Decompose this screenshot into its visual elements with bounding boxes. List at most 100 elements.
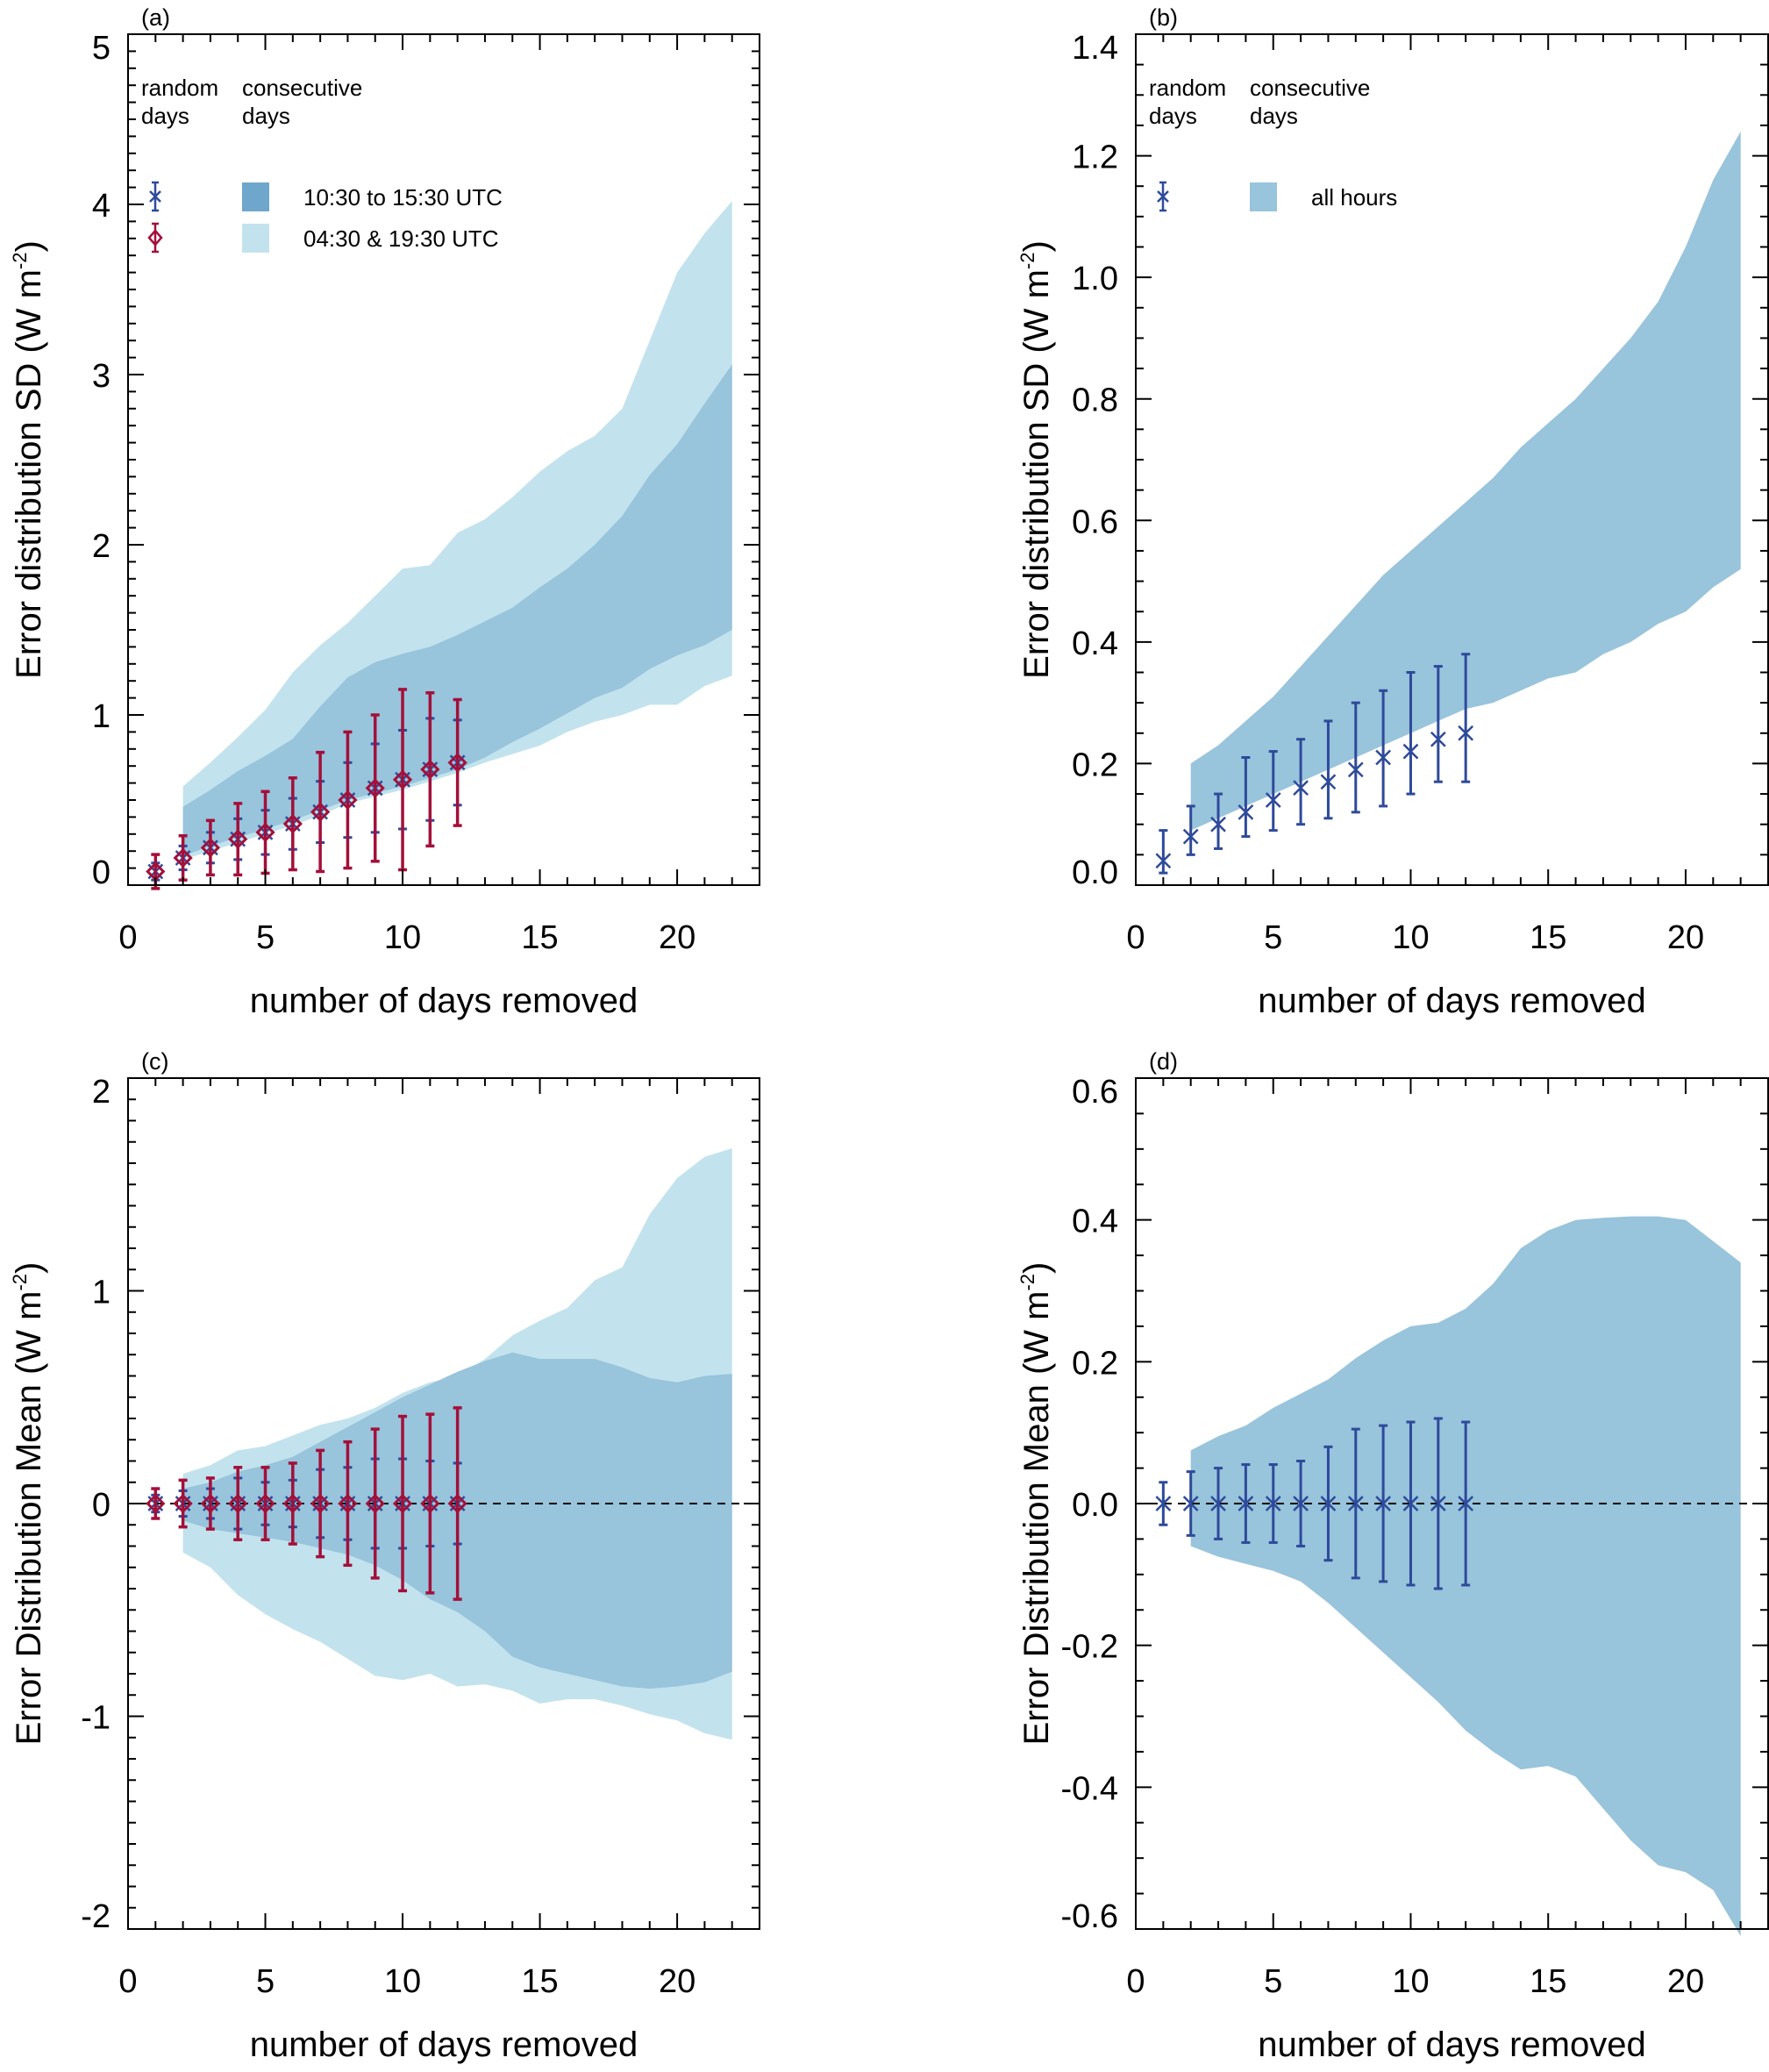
data-point: [1402, 671, 1419, 796]
panel-label: (d): [1149, 1048, 1178, 1075]
y-axis-title-text: Error Distribution Mean (W m: [1017, 1291, 1056, 1746]
x-tick-label: 20: [659, 919, 695, 956]
diamond-marker: [173, 1493, 193, 1514]
data-point: [447, 1406, 467, 1601]
asterisk-marker: [1430, 1496, 1446, 1511]
legend-consecutive-title: days: [242, 103, 290, 129]
data-point: [228, 1466, 248, 1541]
y-tick-label: 0.6: [1072, 1074, 1118, 1111]
y-tick-label: 0.2: [1072, 1345, 1118, 1382]
data-point: [1402, 1420, 1419, 1587]
x-tick-label: 5: [256, 1963, 275, 2000]
diamond-marker: [338, 790, 358, 811]
y-tick-label: 0.4: [1072, 1204, 1118, 1240]
asterisk-marker: [1182, 828, 1199, 845]
asterisk-marker: [1155, 853, 1172, 869]
y-axis-title-superscript: -2: [9, 253, 31, 270]
legend-consecutive-title: consecutive: [1250, 75, 1370, 101]
y-axis-title-close: ): [10, 240, 48, 252]
legend-asterisk-icon: [149, 190, 161, 203]
x-tick-label: 15: [1530, 1963, 1566, 2000]
asterisk-marker: [1238, 804, 1254, 820]
data-point: [310, 750, 331, 874]
asterisk-marker: [1210, 816, 1226, 832]
data-point: [1265, 1463, 1281, 1544]
diamond-marker: [420, 759, 440, 780]
x-tick-label: 5: [1264, 1963, 1282, 2000]
x-tick-label: 15: [1530, 919, 1566, 956]
panel-label: (a): [141, 4, 170, 31]
data-point: [365, 713, 385, 863]
y-tick-label: 2: [92, 528, 111, 565]
panel-b: 0 5 10 15 20 0.0 0.2 0.4 0.6 0.8 1.0 1.2 1.4 number o…: [1016, 4, 1769, 1020]
panel-label: (c): [141, 1048, 168, 1075]
asterisk-marker: [1182, 1496, 1199, 1511]
data-point: [1347, 701, 1364, 814]
data-point: [1210, 792, 1226, 850]
diamond-marker: [392, 769, 413, 790]
data-point: [447, 697, 467, 827]
asterisk-marker: [1265, 792, 1281, 808]
y-tick-label: -0.4: [1061, 1770, 1118, 1807]
panel-label: (b): [1149, 4, 1178, 31]
asterisk-marker: [1458, 725, 1474, 741]
data-point: [338, 730, 358, 870]
y-tick-label: 0.0: [1072, 854, 1118, 891]
diamond-marker: [365, 1493, 385, 1514]
data-point: [1155, 829, 1172, 875]
data-point: [420, 691, 440, 848]
x-axis-title: number of days removed: [250, 2026, 638, 2064]
data-point: [1458, 1420, 1474, 1587]
y-tick-label: 0.6: [1072, 504, 1118, 540]
x-axis-title: number of days removed: [250, 982, 638, 1020]
diamond-marker: [200, 838, 221, 858]
diamond-marker: [447, 1493, 467, 1514]
data-point: [1293, 1460, 1309, 1547]
asterisk-marker: [1375, 1496, 1392, 1511]
legend-label: 10:30 to 15:30 UTC: [303, 184, 503, 211]
legend-random-title: random: [141, 75, 218, 101]
band-dark: [182, 364, 732, 856]
y-axis-title: Error Distribution Mean (W m-2): [9, 1262, 48, 1746]
y-axis-title-superscript: -2: [1016, 1274, 1038, 1291]
asterisk-marker: [1293, 780, 1309, 797]
legend-diamond-icon: [147, 229, 163, 246]
diamond-marker: [255, 822, 275, 842]
asterisk-marker: [1375, 749, 1392, 766]
data-point: [200, 818, 221, 877]
asterisk-marker: [1458, 1496, 1474, 1511]
data-point: [200, 1476, 221, 1531]
data-point: [1375, 689, 1392, 808]
y-axis-title: Error distribution SD (W m-2): [1016, 240, 1056, 679]
y-tick-label: -0.2: [1061, 1629, 1118, 1666]
legend-consecutive-title: days: [1250, 103, 1298, 129]
y-tick-label: -1: [81, 1700, 111, 1737]
panel-c: 0 5 10 15 20 -2 -1 0 1 2 number of days removed Err…: [9, 1048, 760, 2064]
legend-label: 04:30 & 19:30 UTC: [303, 225, 499, 252]
asterisk-marker: [1320, 1496, 1337, 1511]
diamond-marker: [310, 802, 331, 822]
data-point: [228, 802, 248, 877]
diamond-marker: [392, 1493, 413, 1514]
data-point: [1320, 1445, 1337, 1562]
y-axis-title-close: ): [10, 1262, 48, 1274]
data-point: [146, 1487, 166, 1520]
data-point: [1210, 1467, 1226, 1540]
data-point: [173, 1478, 193, 1529]
y-tick-label: 1: [92, 1275, 111, 1311]
x-tick-label: 15: [521, 1963, 558, 2000]
asterisk-marker: [1430, 731, 1446, 747]
x-tick-label: 0: [1126, 1963, 1145, 2000]
y-axis-title-superscript: -2: [9, 1274, 31, 1291]
diamond-marker: [200, 1493, 221, 1514]
x-tick-label: 10: [1392, 1963, 1429, 2000]
legend-label: all hours: [1311, 184, 1397, 211]
y-tick-label: 4: [92, 188, 111, 225]
y-tick-label: 1: [92, 698, 111, 735]
diamond-marker: [146, 1493, 166, 1514]
x-tick-label: 15: [521, 919, 558, 956]
y-tick-label: 5: [92, 30, 111, 67]
panel-a: 0 5 10 15 20 0 1 2 3 4 5 number of days removed Erro…: [9, 4, 760, 1020]
data-point: [1155, 1481, 1172, 1526]
data-point: [392, 1414, 413, 1593]
